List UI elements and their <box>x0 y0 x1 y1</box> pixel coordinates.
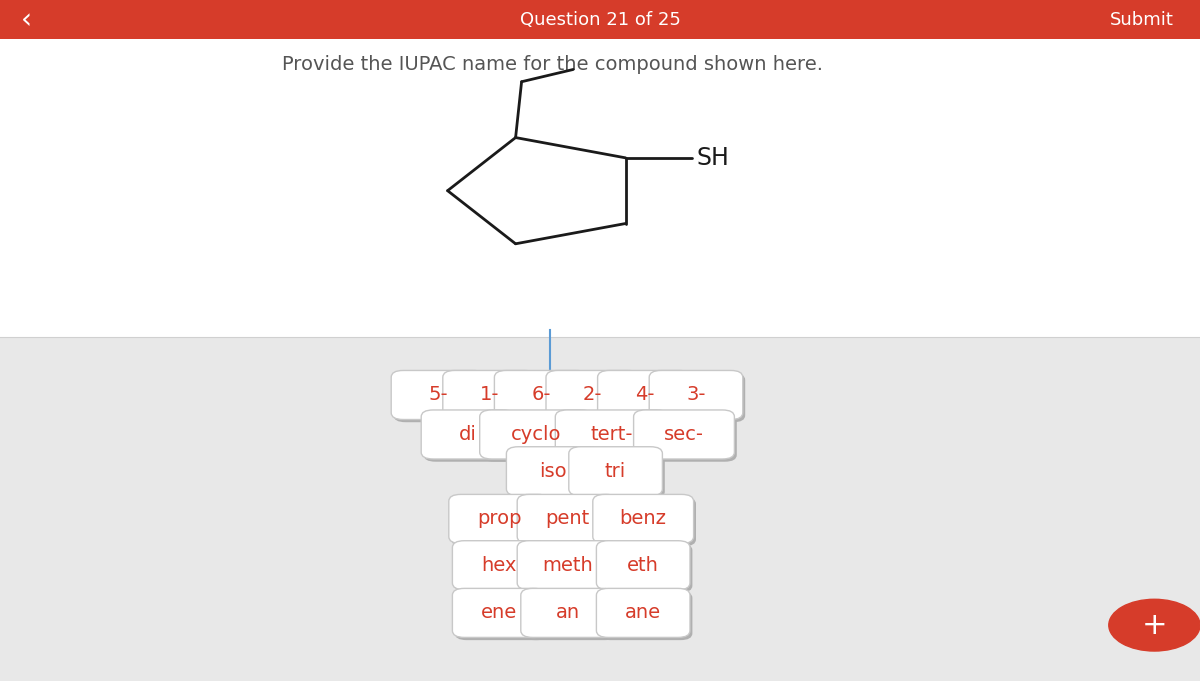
FancyBboxPatch shape <box>558 413 671 462</box>
Text: +: + <box>1141 611 1168 639</box>
FancyBboxPatch shape <box>520 543 620 592</box>
FancyBboxPatch shape <box>449 494 550 543</box>
FancyBboxPatch shape <box>649 370 743 419</box>
FancyBboxPatch shape <box>517 494 618 543</box>
FancyBboxPatch shape <box>521 588 614 637</box>
FancyBboxPatch shape <box>598 370 691 419</box>
FancyBboxPatch shape <box>452 588 546 637</box>
Text: ane: ane <box>625 603 661 622</box>
FancyBboxPatch shape <box>497 373 590 422</box>
Text: pent: pent <box>546 509 589 528</box>
Text: meth: meth <box>542 556 593 575</box>
Text: di: di <box>460 425 476 444</box>
FancyBboxPatch shape <box>596 588 690 637</box>
FancyBboxPatch shape <box>634 410 734 459</box>
Text: eth: eth <box>628 556 659 575</box>
FancyBboxPatch shape <box>445 373 539 422</box>
FancyBboxPatch shape <box>599 543 692 592</box>
Text: tert-: tert- <box>590 425 634 444</box>
FancyBboxPatch shape <box>391 370 485 419</box>
FancyBboxPatch shape <box>451 497 552 546</box>
Text: 4-: 4- <box>635 385 654 405</box>
FancyBboxPatch shape <box>517 541 618 590</box>
FancyBboxPatch shape <box>546 370 640 419</box>
FancyBboxPatch shape <box>480 410 593 459</box>
FancyBboxPatch shape <box>652 373 745 422</box>
Text: 3-: 3- <box>686 385 706 405</box>
FancyBboxPatch shape <box>520 497 620 546</box>
Text: Question 21 of 25: Question 21 of 25 <box>520 11 680 29</box>
FancyBboxPatch shape <box>600 373 694 422</box>
Text: ‹: ‹ <box>20 5 32 34</box>
FancyBboxPatch shape <box>636 413 737 462</box>
FancyBboxPatch shape <box>421 410 515 459</box>
FancyBboxPatch shape <box>523 591 617 640</box>
FancyBboxPatch shape <box>506 447 600 496</box>
Text: cyclo: cyclo <box>511 425 562 444</box>
FancyBboxPatch shape <box>443 370 536 419</box>
FancyBboxPatch shape <box>394 373 487 422</box>
Text: SH: SH <box>696 146 730 170</box>
Bar <box>0 0 1200 39</box>
Text: Provide the IUPAC name for the compound shown here.: Provide the IUPAC name for the compound … <box>282 55 822 74</box>
Bar <box>0 0 1200 337</box>
Text: prop: prop <box>476 509 522 528</box>
Text: sec-: sec- <box>664 425 704 444</box>
Text: 1-: 1- <box>480 385 499 405</box>
Text: an: an <box>556 603 580 622</box>
FancyBboxPatch shape <box>595 497 696 546</box>
FancyBboxPatch shape <box>596 541 690 590</box>
FancyBboxPatch shape <box>599 591 692 640</box>
Text: 6-: 6- <box>532 385 551 405</box>
FancyBboxPatch shape <box>455 543 548 592</box>
Bar <box>0 337 1200 681</box>
FancyBboxPatch shape <box>509 449 602 498</box>
Circle shape <box>1109 599 1200 651</box>
FancyBboxPatch shape <box>455 591 548 640</box>
FancyBboxPatch shape <box>494 370 588 419</box>
Text: benz: benz <box>619 509 667 528</box>
FancyBboxPatch shape <box>548 373 642 422</box>
Text: iso: iso <box>539 462 568 481</box>
FancyBboxPatch shape <box>482 413 595 462</box>
Text: hex: hex <box>481 556 517 575</box>
Text: 2-: 2- <box>583 385 602 405</box>
Text: Submit: Submit <box>1110 11 1174 29</box>
FancyBboxPatch shape <box>424 413 517 462</box>
FancyBboxPatch shape <box>571 449 665 498</box>
FancyBboxPatch shape <box>452 541 546 590</box>
Text: 5-: 5- <box>428 385 448 405</box>
FancyBboxPatch shape <box>593 494 694 543</box>
FancyBboxPatch shape <box>569 447 662 496</box>
Text: tri: tri <box>605 462 626 481</box>
Text: ene: ene <box>481 603 517 622</box>
FancyBboxPatch shape <box>556 410 668 459</box>
